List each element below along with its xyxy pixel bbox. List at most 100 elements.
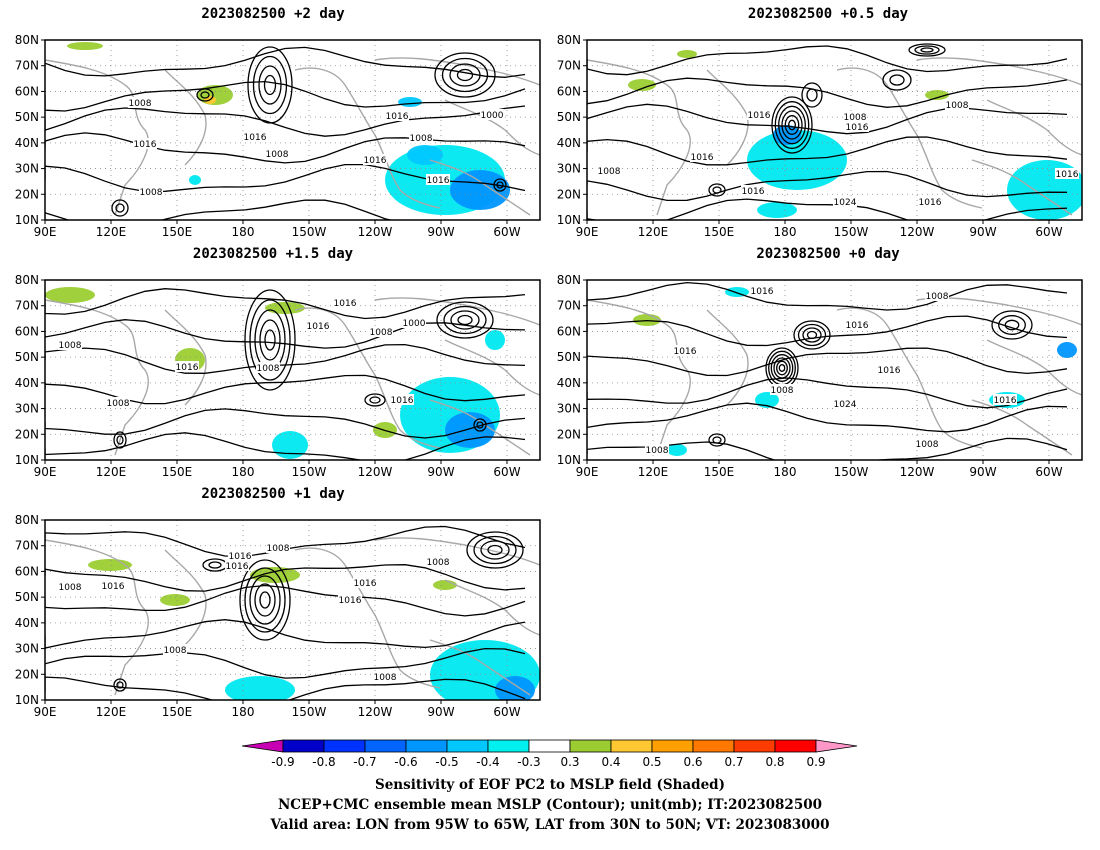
contour-label-bg [750,285,774,296]
contour-label: 1008 [164,646,187,656]
isobar-contour [45,619,526,649]
isobar-contour [443,305,487,335]
coastline [294,547,441,689]
lat-tick-label: 30N [15,162,39,176]
contour-label-bg [426,174,450,185]
contour-label-bg [645,444,669,455]
coastline [429,399,531,456]
lon-tick-label: 150W [292,465,327,479]
lon-tick-label: 60W [493,225,520,239]
sensitivity-shading [67,42,103,50]
sensitivity-shading [225,676,295,700]
contour-label: 1016 [339,596,362,606]
contour-label: 1016 [391,396,414,406]
coastline [45,299,149,456]
colorbar-tick-label: 0.3 [560,755,579,769]
contour-label: 1008 [59,583,82,593]
contour-label: 1024 [834,400,857,410]
contour-label: 1008 [646,446,669,456]
lat-tick-label: 70N [15,299,39,313]
isobar-contour [115,203,125,213]
lat-tick-label: 10N [15,693,39,707]
coastline [444,339,540,396]
colorbar-segment [815,739,858,753]
lon-tick-label: 150E [162,465,193,479]
contour-label-bg [993,394,1017,405]
sensitivity-shading [433,580,457,590]
coastline [164,309,207,406]
contour-label-bg [373,671,397,682]
coastline [971,399,1073,456]
isobar-contour [113,678,127,692]
lat-tick-label: 70N [557,59,581,73]
colorbar-segment [282,739,325,753]
isobar-contour [264,329,276,351]
contour-label-bg [58,339,82,350]
isobar-contour [466,531,524,569]
lon-tick-label: 120E [96,225,127,239]
colorbar-tick-label: -0.8 [312,755,335,769]
isobar-contour [254,583,276,617]
isobar-contour [773,357,791,379]
contour-label: 1016 [742,187,765,197]
lon-tick-label: 120E [96,705,127,719]
contour-label-bg [225,560,249,571]
sensitivity-shading [450,170,510,210]
isobar-contour [200,91,210,99]
colorbar-tick-label: 0.9 [806,755,825,769]
lon-tick-label: 150W [292,225,327,239]
lat-tick-label: 40N [15,376,39,390]
contour-label-bg [480,109,504,120]
lat-tick-label: 10N [557,453,581,467]
lon-tick-label: 90W [427,705,454,719]
isobar-contour [998,315,1026,335]
isobar-contour [369,396,381,404]
contour-label-bg [409,132,433,143]
isobar-contour [889,74,905,86]
isobar-contour [882,69,912,91]
colorbar-segment [733,739,776,753]
isobar-contour [457,314,473,326]
contour-label-bg [369,326,393,337]
lon-tick-label: 60W [493,705,520,719]
contour-label: 1016 [1056,170,1079,180]
colorbar-tick-label: -0.9 [271,755,294,769]
contour-label: 1008 [916,440,939,450]
isobar-contour [781,110,803,140]
plot-frame [586,279,1083,461]
coastline [429,159,531,216]
isobar-contour [364,393,386,407]
isobar-contour [45,432,526,460]
sensitivity-shading [45,287,95,303]
panel-title: 2023082500 +1.5 day [192,246,354,262]
lon-tick-label: 60W [1035,225,1062,239]
contour-label: 1016 [919,198,942,208]
contour-label-bg [833,196,857,207]
contour-label: 1016 [354,579,377,589]
isobar-contour [259,319,281,361]
lon-tick-label: 180 [232,225,255,239]
lon-tick-label: 150E [704,465,735,479]
isobar-contour [991,310,1033,340]
lat-tick-label: 20N [15,427,39,441]
contour-label: 1000 [403,319,426,329]
coastline [45,539,149,696]
sensitivity-shading [1057,342,1077,358]
coastline [374,537,540,566]
map-plot: 1016 1016 1000 1008 1008 1016 1008 1016 1008 80N 7… [15,273,541,479]
colorbar-tick-label: 0.6 [683,755,702,769]
contour-label: 1016 [102,582,125,592]
contour-label: 1008 [598,167,621,177]
footer-caption-line-1: Sensitivity of EOF PC2 to MSLP field (Sh… [374,777,726,793]
lon-tick-label: 150W [834,465,869,479]
contour-label: 1008 [374,673,397,683]
lon-tick-label: 150E [162,705,193,719]
contour-label-bg [426,556,450,567]
coastline [374,57,540,86]
contour-label: 1016 [364,156,387,166]
contour-label: 1008 [107,399,130,409]
lat-tick-label: 40N [557,136,581,150]
isobar-contour [208,561,222,569]
panel-title: 2023082500 +2 day [201,6,345,22]
